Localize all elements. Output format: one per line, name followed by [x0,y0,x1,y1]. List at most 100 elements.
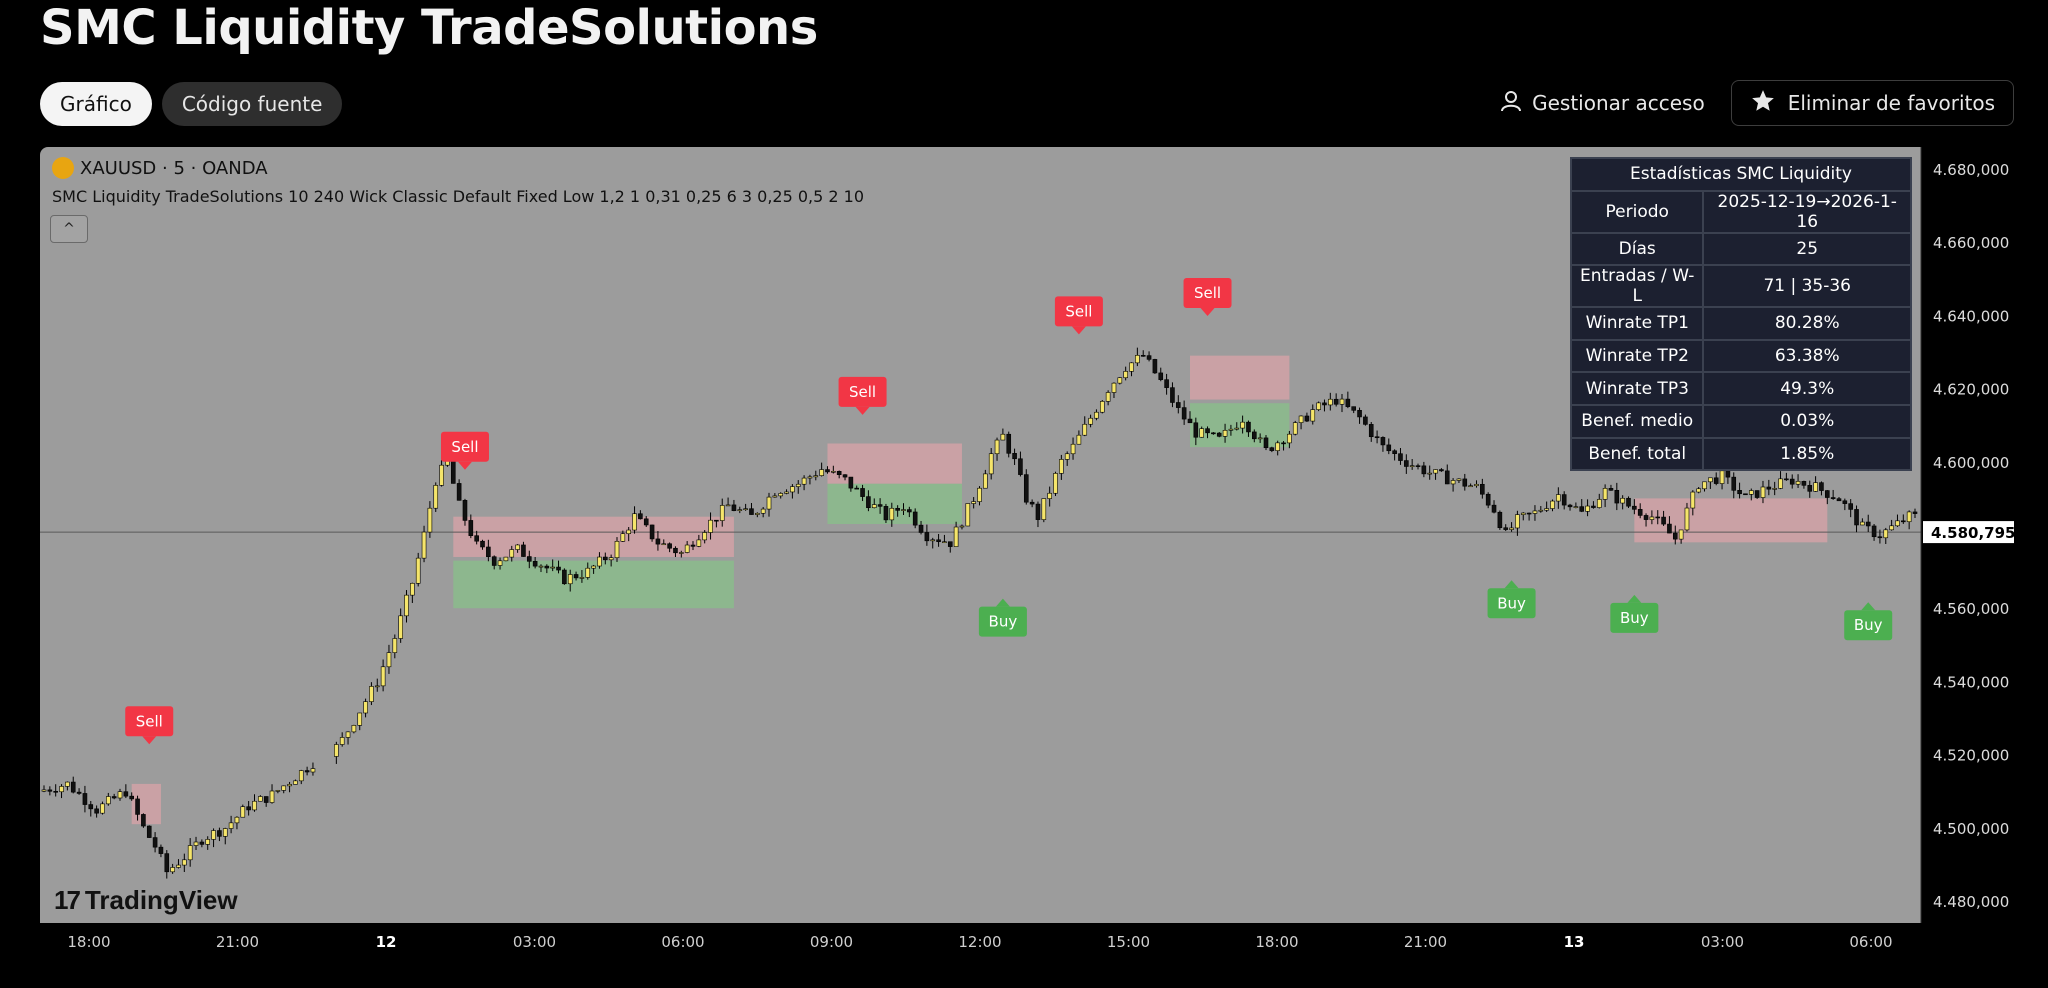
candle [679,552,684,554]
candle [602,556,608,561]
candle [1468,485,1473,488]
candle [1310,409,1316,422]
candle [304,770,310,773]
candle [170,867,175,873]
current-price-label: 4.580,795 [1931,524,2015,542]
tradingview-watermark: 17 TradingView [54,885,238,916]
chart-panel[interactable]: Sell Sell Sell Sell Sell Buy Buy Buy Buy 4.680,00… [40,147,2016,959]
candle [275,790,281,792]
candle [88,804,94,810]
candle [907,509,912,513]
candle [673,547,678,554]
candle [1070,443,1076,455]
stats-label: Días [1569,231,1705,267]
manage-access-label: Gestionar acceso [1532,91,1705,115]
indicator-legend[interactable]: SMC Liquidity TradeSolutions 10 240 Wick… [52,187,865,206]
time-tick-label: 21:00 [216,933,259,951]
candle [942,541,947,544]
candle [1895,520,1900,527]
candle [1871,525,1877,538]
candle [1006,433,1012,454]
candle [1298,415,1304,423]
candle [731,504,737,511]
stats-label: Benef. total [1569,436,1705,472]
candle [146,825,152,838]
candle [258,796,263,802]
candle [1503,527,1509,530]
buy-signal-label: Buy [1610,594,1659,633]
tab-source-code[interactable]: Código fuente [161,82,343,126]
signal-text: Sell [1065,302,1092,320]
candle [47,789,53,792]
signal-text: Sell [451,438,478,456]
candle [977,487,982,502]
candle [579,577,585,579]
candle [1345,398,1351,407]
candle [503,556,509,562]
candle [959,525,965,528]
candle [1415,465,1421,467]
tab-chart[interactable]: Gráfico [40,82,152,126]
stats-value: 2025-12-19→2026-1-16 [1702,189,1912,234]
candle [912,511,918,526]
candle [1702,481,1707,490]
stats-row: Periodo 2025-12-19→2026-1-16 [1569,189,1912,234]
candle [1573,506,1579,508]
signal-text: Sell [1194,284,1221,302]
candle [983,473,988,489]
time-tick-label: 13 [1564,933,1585,951]
remove-favorite-button[interactable]: Eliminar de favoritos [1730,80,2014,126]
candle [1561,494,1567,506]
candle [749,508,754,515]
candle [1713,477,1719,484]
candle [1596,499,1602,508]
candle [1789,478,1795,485]
candle [1485,493,1491,506]
candle [1462,478,1468,487]
time-tick-label: 06:00 [1849,933,1892,951]
price-tick-label: 4.540,000 [1933,673,2009,691]
candle [1544,508,1549,511]
price-tick-label: 4.480,000 [1933,893,2009,911]
candle [106,796,111,805]
candle [1556,494,1561,502]
candle [310,768,316,773]
candle [1585,505,1590,512]
candle [714,519,719,522]
candle [1748,490,1754,495]
candle [374,685,380,688]
candle [94,808,99,814]
candle [538,565,544,568]
candle [755,512,760,515]
candle [1883,529,1889,539]
candle [889,507,895,521]
symbol-legend[interactable]: XAUUSD · 5 · OANDA [52,157,268,179]
candle [854,487,860,490]
candle [386,652,392,668]
candle [1444,470,1450,485]
stats-row: Winrate TP2 63.38% [1569,338,1912,374]
candle [1252,431,1257,440]
signal-pointer [855,406,870,415]
candle [398,615,403,639]
collapse-legend-button[interactable]: ^ [50,215,88,243]
candle [1287,433,1292,444]
candle [819,469,824,476]
candle [772,495,778,498]
candle [1661,516,1666,525]
indicator-zone [1634,498,1828,543]
candle [1520,512,1526,515]
candle [965,503,971,527]
candle [1409,465,1415,467]
candle [655,538,661,545]
candle [573,574,579,579]
candle [1731,476,1737,491]
candle [1877,536,1883,539]
candle [164,853,170,873]
user-icon [1500,90,1522,117]
candle [351,725,357,733]
candle [1222,429,1228,437]
manage-access-link[interactable]: Gestionar acceso [1500,90,1705,117]
candle [1830,497,1836,499]
candle [883,506,889,521]
